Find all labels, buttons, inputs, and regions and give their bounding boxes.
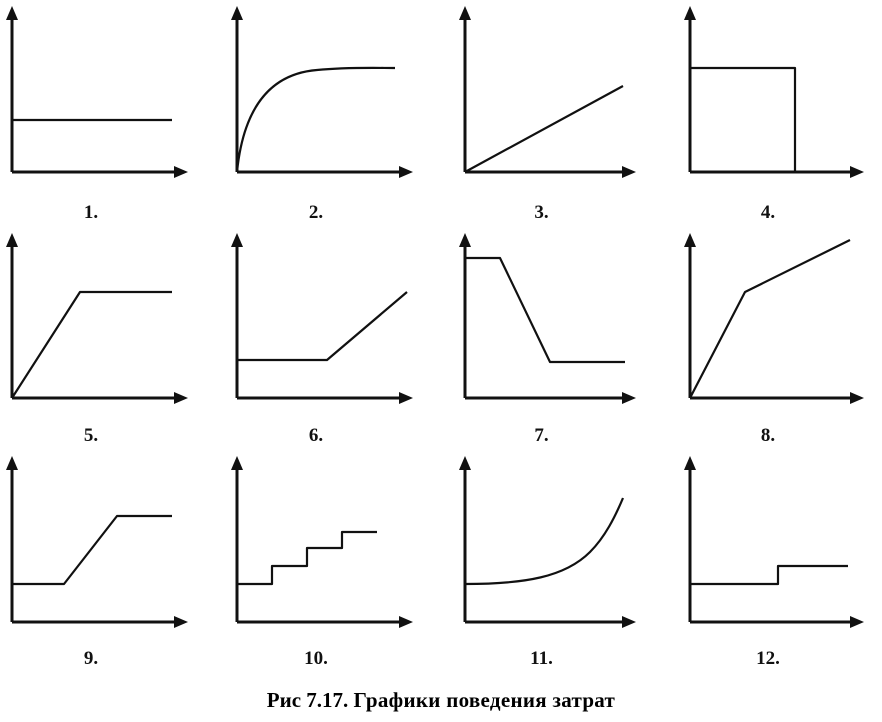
graph-panel-12: 12. xyxy=(684,456,864,669)
x-axis-arrow xyxy=(850,616,864,628)
graph-panel-2: 2. xyxy=(231,6,413,223)
panel-label: 7. xyxy=(534,425,548,446)
panel-label: 6. xyxy=(309,425,323,446)
y-axis-arrow xyxy=(6,6,18,20)
y-axis-arrow xyxy=(231,6,243,20)
graph-panel-11: 11. xyxy=(459,456,636,669)
panel-label: 4. xyxy=(761,202,775,223)
panel-label: 5. xyxy=(84,425,98,446)
graph-panel-9: 9. xyxy=(6,456,188,669)
cost-curve xyxy=(237,291,408,362)
y-axis-arrow xyxy=(684,233,696,247)
y-axis-arrow xyxy=(684,456,696,470)
cost-curve xyxy=(237,530,377,586)
caption-number: Рис 7.17. xyxy=(266,688,349,712)
graph-panel-10: 10. xyxy=(231,456,413,669)
graph-panel-1: 1. xyxy=(6,6,188,223)
y-axis-arrow xyxy=(459,456,471,470)
x-axis-arrow xyxy=(622,616,636,628)
x-axis-arrow xyxy=(174,392,188,404)
graph-panel-6: 6. xyxy=(231,233,413,446)
cost-curve xyxy=(12,514,172,586)
y-axis-arrow xyxy=(231,456,243,470)
y-axis-arrow xyxy=(231,233,243,247)
panel-label: 11. xyxy=(530,648,553,669)
y-axis-arrow xyxy=(459,233,471,247)
x-axis-arrow xyxy=(850,166,864,178)
x-axis-arrow xyxy=(622,166,636,178)
cost-curve xyxy=(465,256,625,364)
panel-label: 3. xyxy=(534,202,548,223)
graph-panel-5: 5. xyxy=(6,233,188,446)
panel-label: 9. xyxy=(84,648,98,669)
caption-text: Графики поведения затрат xyxy=(353,688,616,712)
graph-panel-8: 8. xyxy=(684,233,864,446)
graph-panel-7: 7. xyxy=(459,233,636,446)
x-axis-arrow xyxy=(399,616,413,628)
panel-label: 2. xyxy=(309,202,323,223)
cost-curve xyxy=(464,85,624,173)
cost-curve xyxy=(690,564,848,586)
y-axis-arrow xyxy=(684,6,696,20)
x-axis-arrow xyxy=(399,392,413,404)
x-axis-arrow xyxy=(174,616,188,628)
graph-panel-3: 3. xyxy=(459,6,636,223)
cost-curve xyxy=(11,290,172,399)
cost-curve xyxy=(235,66,396,173)
cost-curve xyxy=(690,66,797,172)
y-axis-arrow xyxy=(6,456,18,470)
x-axis-arrow xyxy=(399,166,413,178)
y-axis-arrow xyxy=(459,6,471,20)
figure-caption: Рис 7.17. Графики поведения затрат xyxy=(0,688,882,713)
x-axis-arrow xyxy=(622,392,636,404)
panel-label: 12. xyxy=(756,648,780,669)
graph-panel-4: 4. xyxy=(684,6,864,223)
x-axis-arrow xyxy=(174,166,188,178)
panel-label: 8. xyxy=(761,425,775,446)
panel-label: 10. xyxy=(304,648,328,669)
panel-label: 1. xyxy=(84,202,98,223)
cost-curve xyxy=(689,239,851,399)
y-axis-arrow xyxy=(6,233,18,247)
cost-curve xyxy=(464,497,625,586)
x-axis-arrow xyxy=(850,392,864,404)
